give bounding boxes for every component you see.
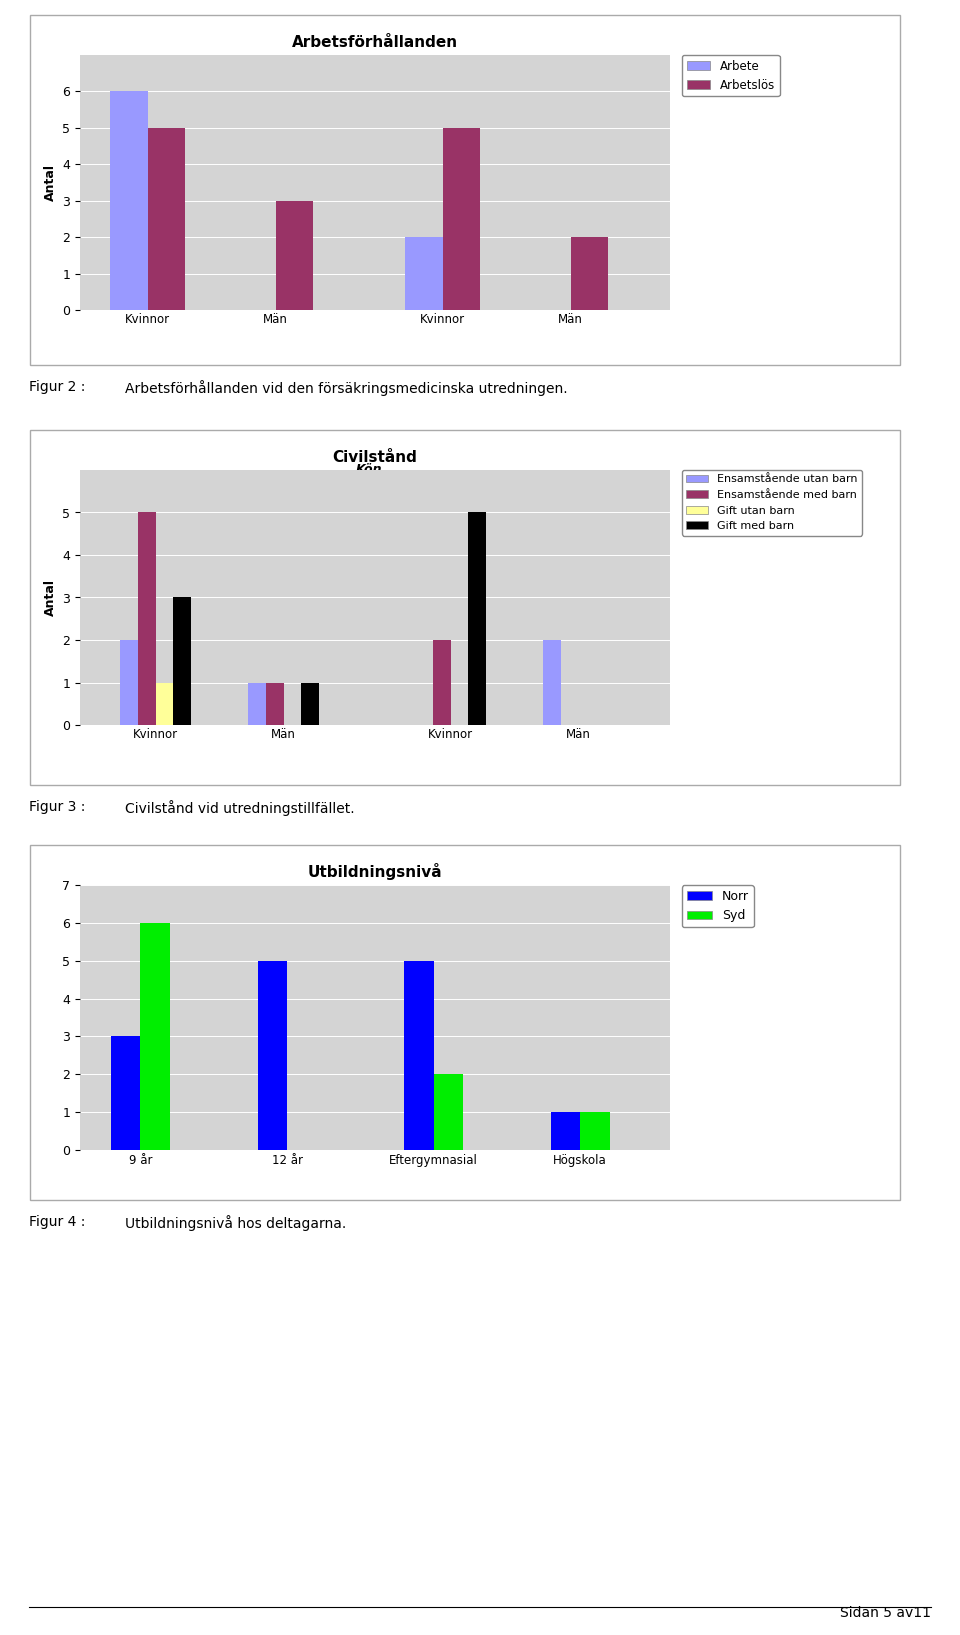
- Title: Arbetsförhållanden: Arbetsförhållanden: [292, 34, 458, 49]
- Text: Utbildningsnivå hos deltagarna.: Utbildningsnivå hos deltagarna.: [125, 1215, 346, 1231]
- Text: Civilstånd vid utredningstillfället.: Civilstånd vid utredningstillfället.: [125, 800, 354, 816]
- Legend: Norr, Syd: Norr, Syd: [682, 885, 754, 927]
- Bar: [434, 1074, 463, 1149]
- Bar: [148, 128, 185, 311]
- Bar: [138, 512, 156, 724]
- Bar: [156, 682, 174, 724]
- Bar: [257, 961, 287, 1149]
- Text: Norr: Norr: [204, 1095, 235, 1109]
- Bar: [543, 639, 561, 724]
- Bar: [174, 597, 191, 724]
- Bar: [111, 1037, 140, 1149]
- Bar: [405, 237, 443, 311]
- Y-axis label: Antal: Antal: [44, 579, 57, 616]
- Text: Kön: Kön: [356, 463, 382, 476]
- Title: Civilstånd: Civilstånd: [332, 450, 418, 464]
- Bar: [551, 1112, 580, 1149]
- Title: Utbildningsnivå: Utbildningsnivå: [308, 863, 443, 880]
- Text: Syd: Syd: [502, 1095, 528, 1109]
- Legend: Ensamstående utan barn, Ensamstående med barn, Gift utan barn, Gift med barn: Ensamstående utan barn, Ensamstående med…: [682, 469, 862, 536]
- Text: Figur 3 :: Figur 3 :: [29, 800, 85, 814]
- Bar: [580, 1112, 610, 1149]
- Text: Figur 4 :: Figur 4 :: [29, 1215, 85, 1230]
- Bar: [276, 201, 313, 311]
- Bar: [120, 639, 138, 724]
- Bar: [266, 682, 283, 724]
- Bar: [433, 639, 450, 724]
- Bar: [140, 922, 170, 1149]
- Bar: [404, 961, 434, 1149]
- Bar: [468, 512, 486, 724]
- Text: Kön: Kön: [363, 891, 389, 904]
- Text: Norr: Norr: [196, 654, 228, 667]
- Bar: [570, 237, 608, 311]
- Bar: [301, 682, 319, 724]
- Text: Sidan 5 av11: Sidan 5 av11: [840, 1606, 931, 1620]
- Text: Arbetsförhållanden vid den försäkringsmedicinska utredningen.: Arbetsförhållanden vid den försäkringsme…: [125, 379, 567, 396]
- Bar: [443, 128, 480, 311]
- Text: Figur 2 :: Figur 2 :: [29, 379, 85, 394]
- Legend: Arbete, Arbetslös: Arbete, Arbetslös: [682, 56, 780, 96]
- Text: Syd: Syd: [493, 654, 519, 667]
- Bar: [248, 682, 266, 724]
- Bar: [110, 92, 148, 311]
- Y-axis label: Antal: Antal: [44, 164, 57, 201]
